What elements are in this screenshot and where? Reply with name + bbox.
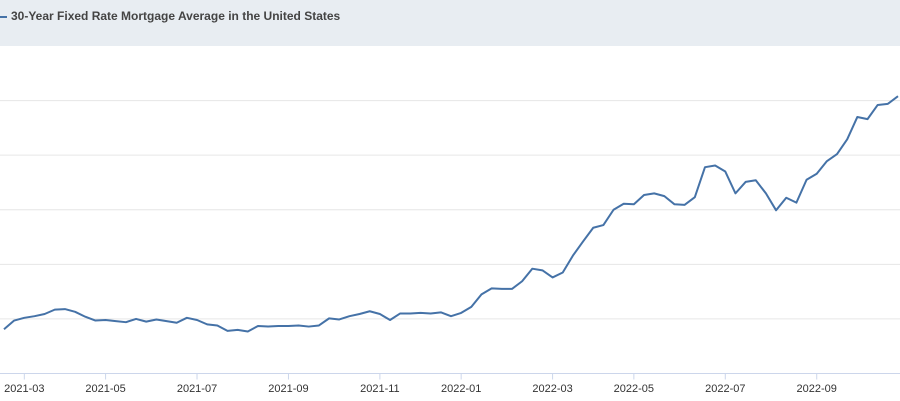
x-tick-label: 2021-05: [85, 383, 125, 395]
x-tick-label: 2021-07: [177, 383, 217, 395]
x-tick-label: 2022-07: [705, 383, 745, 395]
x-tick-label: 2021-09: [268, 383, 308, 395]
x-tick-label: 2022-05: [614, 383, 654, 395]
x-tick-label: 2021-03: [4, 383, 44, 395]
x-tick-label: 2021-11: [360, 383, 400, 395]
x-tick-label: 2022-09: [797, 383, 837, 395]
data-line: [3, 95, 899, 333]
legend-band: [0, 0, 900, 46]
x-tick-label: 2022-03: [532, 383, 572, 395]
x-tick-label: 2022-01: [441, 383, 481, 395]
legend-label: 30-Year Fixed Rate Mortgage Average in t…: [11, 9, 341, 23]
